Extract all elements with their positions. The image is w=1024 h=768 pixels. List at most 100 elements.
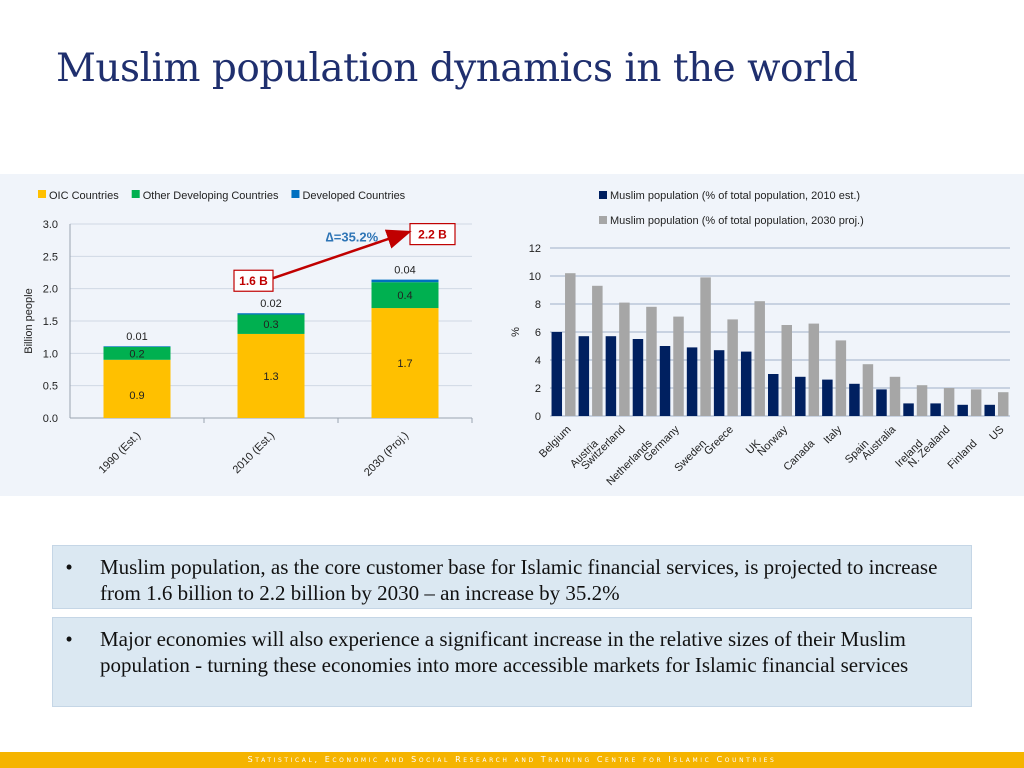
callout-2010-label: 1.6 B <box>239 274 268 288</box>
country-bar <box>592 285 603 416</box>
y-tick-label: 6 <box>535 327 541 339</box>
y-tick-label: 2.5 <box>43 251 58 263</box>
x-category-label: 2030 (Proj.) <box>362 430 411 479</box>
y-axis-title: Billion people <box>23 288 35 353</box>
y-tick-label: 12 <box>529 243 541 255</box>
country-bar <box>754 301 765 416</box>
x-category-label: Finland <box>946 438 980 472</box>
country-bar <box>835 340 847 416</box>
stacked-bar-segment <box>237 333 305 418</box>
country-bar <box>984 404 995 416</box>
callout-box <box>233 269 274 292</box>
country-bar <box>808 323 820 416</box>
delta-symbol: ∆ <box>326 230 334 245</box>
data-label: 0.01 <box>126 331 147 343</box>
country-bar <box>876 389 887 416</box>
x-category-label: Greece <box>702 424 736 458</box>
stacked-bar-segment <box>371 308 439 418</box>
legend-swatch <box>38 190 46 198</box>
data-label: 0.4 <box>397 290 412 302</box>
stacked-bar-segment <box>103 346 171 360</box>
charts-svg: OIC Countries Other Developing Countries D… <box>23 190 1010 488</box>
stacked-bar-segment <box>103 359 171 418</box>
footer-bar: Statistical, Economic and Social Researc… <box>0 752 1024 768</box>
country-bar <box>659 346 671 416</box>
country-bar <box>957 404 968 416</box>
x-category-label: Norway <box>755 423 790 458</box>
stacked-bar-segment <box>103 346 171 347</box>
y-tick-label: 3.0 <box>43 219 58 231</box>
country-percentage-chart: Muslim population (% of total population… <box>510 190 1010 488</box>
country-bar <box>727 319 738 416</box>
country-bar <box>686 347 698 416</box>
data-label: 1.7 <box>397 358 412 370</box>
x-category-label: Canada <box>781 437 817 473</box>
x-category-label: Italy <box>821 423 844 446</box>
y-tick-label: 10 <box>529 271 541 283</box>
country-bar <box>781 325 792 416</box>
bullet-mark: • <box>65 627 73 651</box>
population-chart: OIC Countries Other Developing Countries D… <box>23 190 473 479</box>
y-tick-label: 0 <box>535 411 541 423</box>
x-category-label: Belgium <box>537 424 574 461</box>
growth-arrow <box>272 229 412 280</box>
country-bar <box>673 316 684 416</box>
country-bar <box>943 388 955 416</box>
legend-label: Other Developing Countries <box>143 190 279 202</box>
country-bar <box>700 277 711 416</box>
country-bar <box>740 351 752 416</box>
country-bar <box>632 339 644 416</box>
data-label: 0.02 <box>260 298 281 310</box>
country-bar <box>889 376 901 416</box>
delta-annotation: ∆=35.2% <box>326 230 379 245</box>
country-bar <box>997 392 1009 416</box>
y-tick-label: 2.0 <box>43 284 58 296</box>
country-bar <box>619 302 630 416</box>
x-category-label: 1990 (Est.) <box>97 430 144 477</box>
country-bar <box>713 350 725 416</box>
y-tick-label: 4 <box>535 355 541 367</box>
legend-swatch <box>599 191 607 199</box>
data-label: 0.04 <box>394 265 415 277</box>
x-category-label: 2010 (Est.) <box>231 430 278 477</box>
y-tick-label: 0.5 <box>43 381 58 393</box>
y-tick-label: 0.0 <box>43 413 58 425</box>
country-bar <box>970 389 982 416</box>
country-bar <box>646 306 657 416</box>
data-label: 0.3 <box>263 319 278 331</box>
stacked-bar-segment <box>371 279 439 283</box>
y-axis-title: % <box>510 327 522 337</box>
legend-swatch <box>599 216 607 224</box>
stacked-bar-segment <box>371 282 439 309</box>
country-bar <box>578 336 590 416</box>
country-bar <box>768 374 779 416</box>
y-tick-label: 8 <box>535 299 541 311</box>
x-category-label: US <box>987 424 1006 443</box>
stacked-bar-segment <box>237 314 305 334</box>
country-bar <box>849 383 860 416</box>
callout-2030-label: 2.2 B <box>418 228 447 242</box>
bullet-text: Major economies will also experience a s… <box>100 627 909 677</box>
country-bar <box>930 403 941 416</box>
country-bar <box>862 364 874 416</box>
bullet-box-1: • Muslim population, as the core custome… <box>52 545 972 609</box>
legend-label: Muslim population (% of total population… <box>610 215 864 227</box>
country-bar <box>822 379 833 416</box>
bullet-box-2: • Major economies will also experience a… <box>52 617 972 707</box>
country-bar <box>551 332 563 416</box>
legend-label: Muslim population (% of total population… <box>610 190 860 202</box>
bullet-mark: • <box>65 555 73 579</box>
legend-label: Developed Countries <box>302 190 405 202</box>
data-label: 0.2 <box>129 348 144 360</box>
data-label: 0.9 <box>129 390 144 402</box>
y-tick-label: 1.5 <box>43 316 58 328</box>
legend-swatch <box>291 190 300 198</box>
bullet-text: Muslim population, as the core customer … <box>100 555 938 605</box>
y-tick-label: 1.0 <box>43 348 58 360</box>
delta-value: =35.2% <box>334 230 379 245</box>
stacked-bar-segment <box>237 313 305 315</box>
y-tick-label: 2 <box>535 383 541 395</box>
country-bar <box>916 385 928 416</box>
slide-title: Muslim population dynamics in the world <box>56 46 858 91</box>
country-bar <box>565 273 576 416</box>
